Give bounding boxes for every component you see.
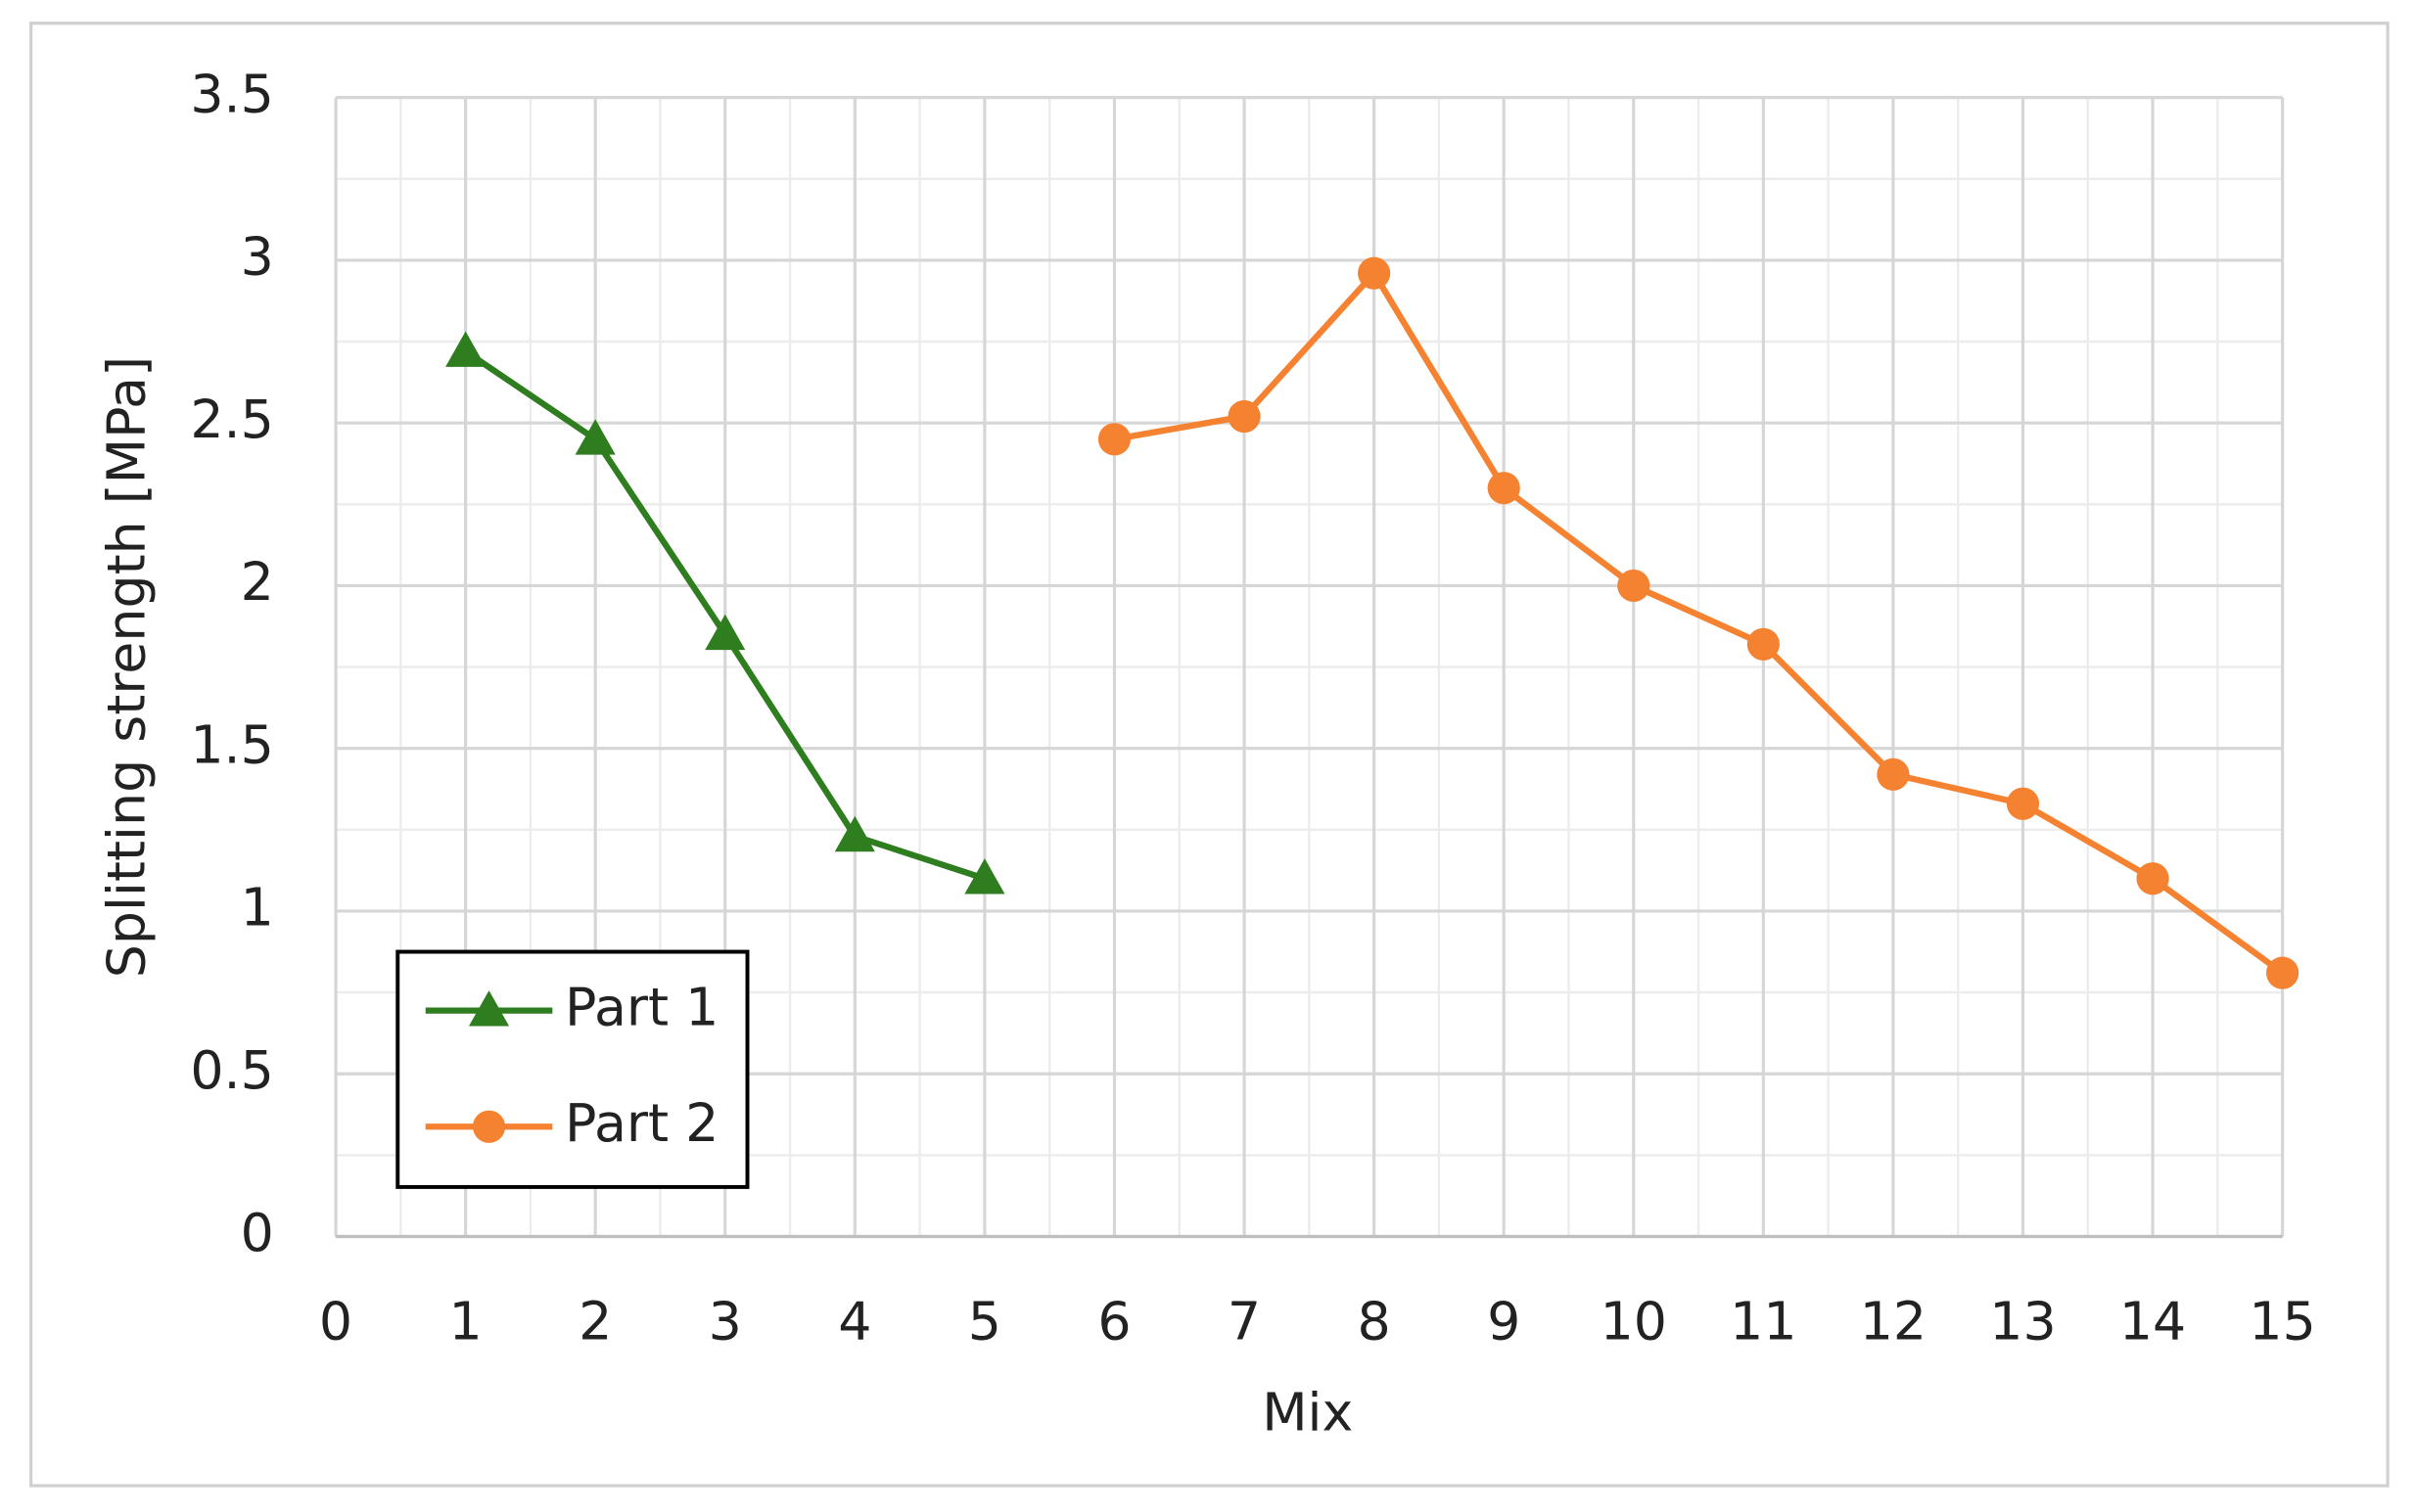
y-tick-label: 1.5 bbox=[190, 713, 273, 775]
y-tick-label: 3.5 bbox=[190, 63, 273, 124]
x-tick-label: 10 bbox=[1601, 1290, 1667, 1352]
x-tick-label: 11 bbox=[1730, 1290, 1796, 1352]
marker bbox=[2006, 787, 2040, 820]
x-tick-label: 4 bbox=[838, 1290, 871, 1352]
x-tick-label: 3 bbox=[709, 1290, 742, 1352]
legend-box bbox=[395, 949, 750, 1189]
marker bbox=[1487, 472, 1520, 505]
plot bbox=[445, 256, 2299, 989]
x-tick-label: 14 bbox=[2119, 1290, 2186, 1352]
marker bbox=[705, 614, 746, 651]
y-tick-label: 0 bbox=[241, 1202, 274, 1263]
x-tick-label: 9 bbox=[1487, 1290, 1520, 1352]
marker bbox=[1228, 399, 1261, 434]
x-tick-label: 5 bbox=[968, 1290, 1001, 1352]
x-tick-label: 8 bbox=[1358, 1290, 1391, 1352]
chart-border bbox=[29, 22, 2390, 1488]
y-tick-label: 1 bbox=[241, 877, 274, 939]
series-line bbox=[1113, 270, 2285, 976]
y-tick-label: 0.5 bbox=[190, 1039, 273, 1101]
x-axis-title: Mix bbox=[1262, 1382, 1353, 1443]
grid: 00.511.522.533.50 1 2 3 4 5 6 7 8 9 10 11 12 13 14 15 bbox=[190, 63, 2316, 1352]
x-tick-label: 7 bbox=[1228, 1290, 1261, 1352]
legend: Part 1 Part 2 bbox=[395, 949, 750, 1189]
marker bbox=[445, 331, 487, 367]
x-tick-label: 12 bbox=[1860, 1290, 1927, 1352]
x-tick-label: 15 bbox=[2249, 1290, 2315, 1352]
legend-label: Part 1 bbox=[565, 976, 719, 1037]
y-tick-label: 2.5 bbox=[190, 389, 273, 450]
marker bbox=[2136, 862, 2169, 895]
x-tick-label: 0 bbox=[319, 1290, 352, 1352]
marker bbox=[2266, 956, 2299, 989]
y-tick-label: 3 bbox=[241, 226, 274, 288]
marker bbox=[1617, 569, 1650, 603]
marker bbox=[964, 858, 1005, 894]
marker bbox=[834, 815, 875, 852]
marker bbox=[1097, 423, 1132, 456]
y-axis-title: Splitting strength [MPa] bbox=[95, 356, 157, 978]
marker bbox=[468, 990, 510, 1027]
marker bbox=[1877, 757, 1910, 791]
x-tick-label: 1 bbox=[449, 1290, 483, 1352]
y-tick-label: 2 bbox=[241, 551, 274, 613]
x-tick-label: 2 bbox=[579, 1290, 612, 1352]
legend-label: Part 2 bbox=[565, 1092, 719, 1154]
marker bbox=[575, 419, 616, 455]
marker bbox=[472, 1110, 506, 1143]
marker bbox=[1358, 256, 1391, 290]
x-tick-label: 13 bbox=[1989, 1290, 2056, 1352]
x-tick-label: 6 bbox=[1097, 1290, 1131, 1352]
marker bbox=[1746, 627, 1780, 661]
